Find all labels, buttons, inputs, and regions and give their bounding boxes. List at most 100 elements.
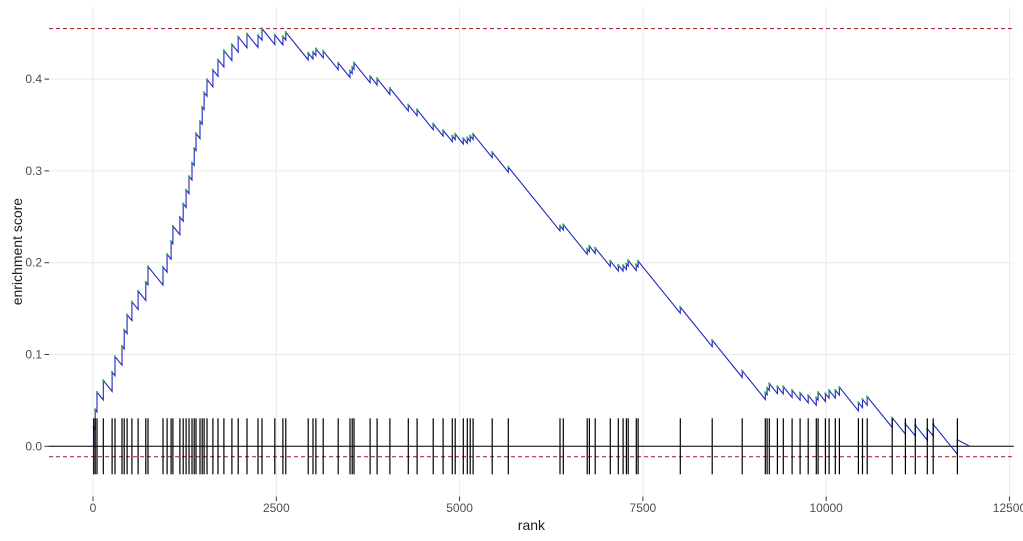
- hit-point: [562, 223, 565, 226]
- y-tick-label-0.3: 0.3: [25, 164, 42, 178]
- hit-point: [184, 188, 188, 192]
- hit-point: [201, 106, 204, 109]
- hit-point: [415, 108, 419, 111]
- y-axis: 0.0 0.1 0.2 0.3 0.4: [25, 72, 50, 453]
- hit-point: [202, 91, 206, 94]
- hit-point: [144, 280, 147, 284]
- hit-point: [471, 132, 475, 136]
- hit-point: [451, 134, 454, 138]
- hit-point: [491, 151, 494, 154]
- hit-point: [311, 50, 315, 54]
- hit-point: [110, 370, 114, 374]
- hit-point: [375, 77, 379, 80]
- y-tick-label-0.2: 0.2: [25, 256, 42, 270]
- hit-point: [102, 379, 105, 382]
- hit-point: [815, 396, 818, 399]
- max-min-es-dashed-lines: [49, 28, 1014, 458]
- hit-point: [679, 305, 682, 309]
- hit-point: [609, 259, 612, 263]
- x-tick-label-0: 0: [90, 501, 97, 515]
- hit-point: [407, 103, 410, 107]
- hit-point: [94, 408, 97, 411]
- hit-point: [125, 313, 129, 316]
- hit-point: [113, 355, 117, 358]
- hit-point: [441, 129, 445, 132]
- hit-point: [768, 382, 771, 385]
- hit-point: [827, 389, 831, 392]
- hit-point: [388, 87, 392, 90]
- hit-point: [194, 132, 198, 135]
- gene-hit-points: [92, 27, 959, 442]
- hit-point: [765, 386, 769, 389]
- hit-point: [625, 262, 628, 265]
- hit-point: [348, 69, 352, 73]
- hit-point: [627, 259, 630, 262]
- hit-point: [120, 345, 124, 348]
- hit-point: [462, 137, 465, 140]
- hit-point: [586, 247, 589, 250]
- hit-point: [169, 240, 173, 243]
- hit-point: [635, 263, 638, 266]
- hit-point: [314, 47, 318, 50]
- running-es-curve-group: [92, 27, 971, 456]
- hit-point: [245, 32, 249, 35]
- hit-point: [198, 120, 202, 123]
- hit-point: [284, 31, 287, 34]
- x-tick-label-2500: 2500: [263, 501, 290, 515]
- y-axis-title: enrichment score: [9, 198, 25, 306]
- hit-point: [816, 391, 820, 394]
- y-tick-label-0.0: 0.0: [25, 439, 42, 453]
- hit-point: [741, 369, 744, 372]
- hit-point: [216, 58, 220, 61]
- hit-point: [776, 385, 779, 388]
- x-tick-label-5000: 5000: [446, 501, 473, 515]
- hit-point: [824, 392, 827, 395]
- hit-point: [273, 33, 276, 37]
- x-axis: 0 2500 5000 7500 10000 12500: [90, 496, 1023, 515]
- hit-point: [790, 389, 794, 392]
- hit-point: [857, 401, 860, 404]
- hit-point: [211, 68, 215, 72]
- hit-point: [187, 175, 191, 178]
- hit-point: [178, 215, 182, 219]
- hit-point: [764, 391, 767, 394]
- hit-point: [146, 265, 150, 268]
- x-tick-label-12500: 12500: [993, 501, 1023, 515]
- hit-point: [454, 132, 457, 136]
- hit-point: [307, 51, 310, 55]
- hit-point: [230, 43, 234, 46]
- y-tick-label-0.4: 0.4: [25, 72, 42, 86]
- hit-point: [205, 78, 209, 81]
- hit-point: [617, 264, 620, 267]
- gene-hit-rug: [93, 418, 959, 475]
- hit-point: [190, 161, 194, 164]
- hit-point: [432, 122, 435, 126]
- hit-point: [469, 134, 472, 137]
- hit-point: [636, 259, 640, 263]
- y-tick-label-0.1: 0.1: [25, 348, 42, 362]
- hit-point: [171, 224, 175, 228]
- hit-point: [834, 389, 837, 392]
- hit-point: [260, 27, 264, 30]
- hit-point: [711, 339, 714, 342]
- hit-point: [866, 395, 869, 398]
- hit-point: [588, 244, 591, 248]
- hit-point: [466, 136, 469, 139]
- hit-point: [594, 246, 597, 250]
- hit-point: [237, 35, 240, 38]
- hit-point: [281, 35, 285, 38]
- hit-point: [352, 61, 356, 64]
- hit-point: [222, 49, 226, 52]
- hit-point: [351, 65, 354, 69]
- x-tick-label-10000: 10000: [809, 501, 843, 515]
- hit-point: [161, 265, 165, 269]
- hit-point: [807, 394, 810, 397]
- hit-point: [130, 300, 134, 303]
- x-tick-label-7500: 7500: [630, 501, 657, 515]
- hit-point: [182, 202, 185, 205]
- hit-point: [136, 289, 140, 293]
- hit-point: [891, 416, 894, 419]
- hit-point: [861, 398, 864, 401]
